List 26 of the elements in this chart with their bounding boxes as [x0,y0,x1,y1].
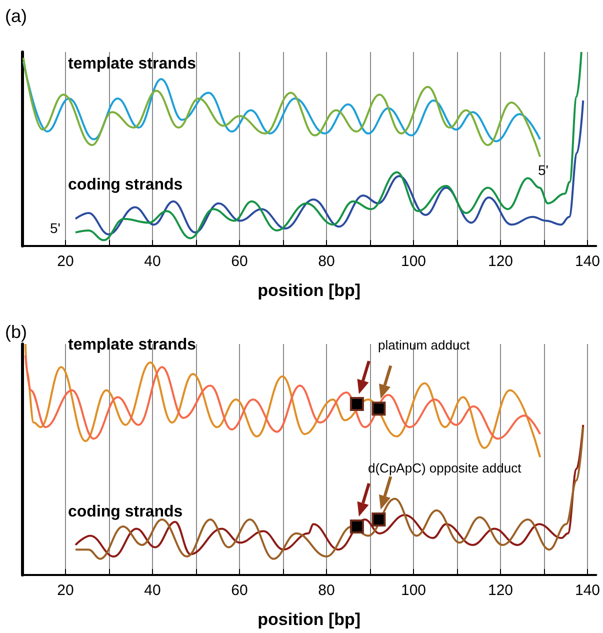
x-tick-label: 140 [574,253,600,270]
x-tick-label: 100 [400,253,426,270]
annotation: platinum adduct [378,338,470,352]
annotation: template strands [68,56,196,72]
annotation: 5' [538,162,548,178]
x-tick-label: 40 [144,582,161,599]
x-tick-label: 60 [231,253,248,270]
annotation: coding strands [68,176,183,194]
x-axis-title: position [bp] [258,281,361,300]
annotation: 5' [50,220,60,236]
x-tick-label: 120 [488,582,514,599]
annotation: template strands [68,336,196,354]
chart-title: (b) [5,322,27,342]
x-tick-label: 140 [574,582,600,599]
x-tick-label: 100 [400,582,426,599]
chart-title: (a) [5,6,27,26]
x-tick-label: 60 [231,582,248,599]
x-tick-label: 80 [318,582,335,599]
x-axis-title: position [bp] [258,610,361,629]
annotation: coding strands [68,504,183,520]
x-tick-label: 20 [57,253,74,270]
x-tick-label: 80 [318,253,335,270]
annotation: d(CpApC) opposite adduct [368,460,522,476]
x-tick-label: 20 [57,582,74,599]
x-tick-label: 40 [144,253,161,270]
x-tick-label: 120 [488,253,514,270]
